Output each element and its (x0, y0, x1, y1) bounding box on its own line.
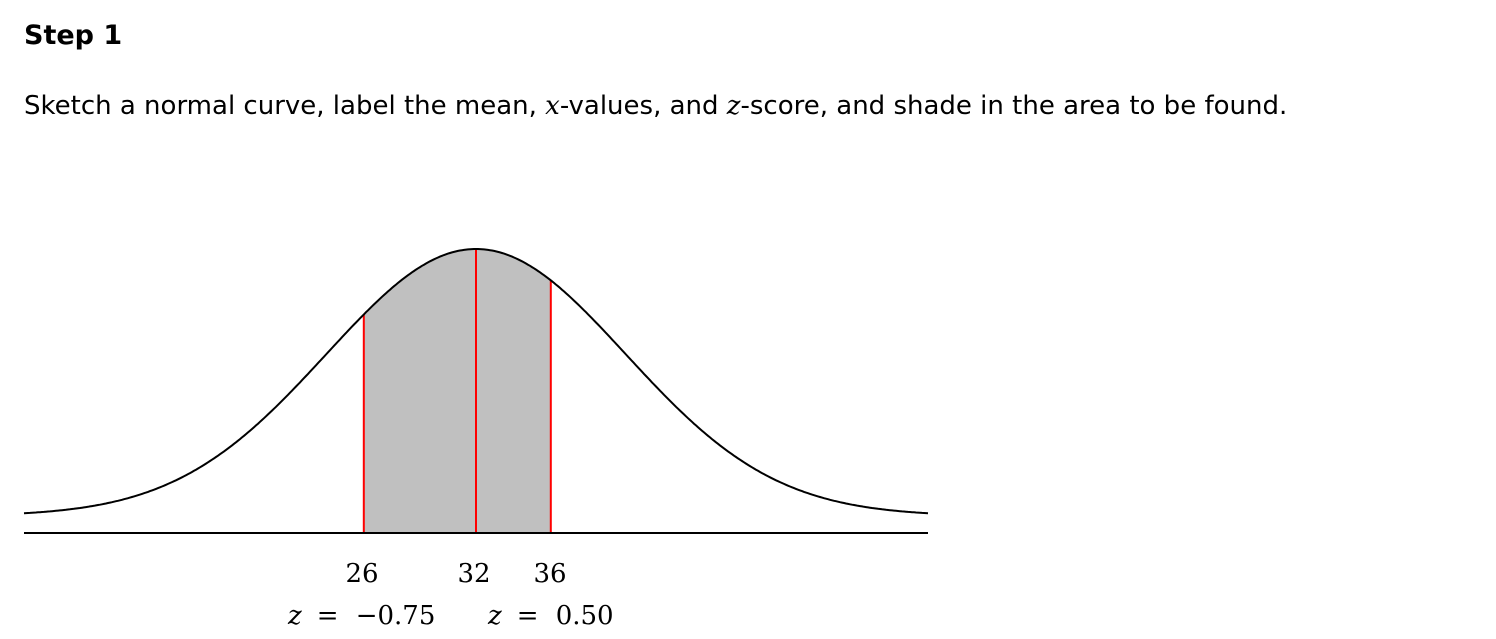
shaded-area (363, 249, 551, 533)
z-var-left: z (287, 601, 302, 631)
z-value-right: 0.50 (556, 601, 614, 631)
x-label-36: 36 (533, 559, 566, 589)
normal-curve (23, 248, 929, 515)
instruction-part3: -score, and shade in the area to be foun… (740, 91, 1288, 121)
instruction-var-x: x (545, 91, 560, 121)
instruction-text: Sketch a normal curve, label the mean, x… (24, 88, 1287, 124)
step-title: Step 1 (24, 20, 123, 51)
z-eq-right: = (517, 601, 539, 631)
x-label-26: 26 (345, 559, 378, 589)
z-var-right: z (487, 601, 502, 631)
instruction-var-z: z (726, 91, 741, 121)
z-eq-left: = (317, 601, 339, 631)
z-score-label-left: z = −0.75 (287, 601, 435, 631)
z-score-label-right: z = 0.50 (487, 601, 614, 631)
x-label-32: 32 (457, 559, 490, 589)
z-value-left: −0.75 (356, 601, 436, 631)
instruction-part2: -values, and (559, 91, 727, 121)
instruction-part1: Sketch a normal curve, label the mean, (24, 91, 546, 121)
